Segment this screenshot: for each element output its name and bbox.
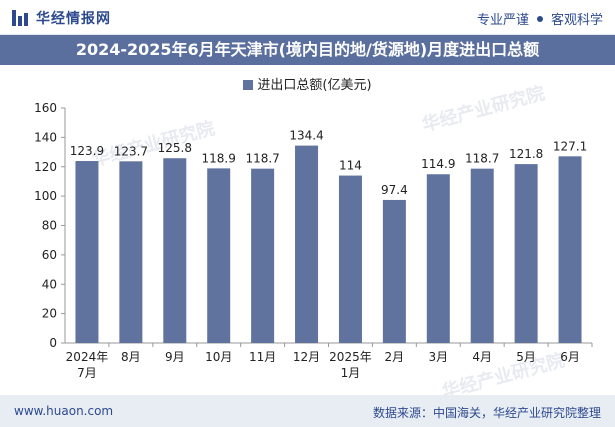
top-bar: 华经情报网 专业严谨 客观科学 <box>0 0 615 35</box>
data-label: 114.9 <box>421 157 455 171</box>
data-label: 118.7 <box>245 152 279 166</box>
x-tick-label: 2月 <box>385 350 405 364</box>
bar <box>426 174 450 343</box>
data-label: 121.8 <box>509 147 543 161</box>
data-label: 134.4 <box>289 129 323 143</box>
x-tick-label: 2024年 7月 <box>66 350 109 380</box>
x-tick-label: 6月 <box>560 350 580 364</box>
x-tick-label: 3月 <box>428 350 448 364</box>
logo-icon <box>12 10 28 26</box>
x-tick-label: 8月 <box>121 350 141 364</box>
bar <box>382 199 406 343</box>
bar <box>295 145 319 343</box>
data-label: 97.4 <box>381 183 408 197</box>
legend: 进出口总额(亿美元) <box>0 74 615 93</box>
footer: www.huaon.com 数据来源：中国海关，华经产业研究院整理 <box>0 395 615 427</box>
x-tick-label: 11月 <box>249 350 276 364</box>
x-tick-label: 4月 <box>472 350 492 364</box>
legend-label: 进出口总额(亿美元) <box>257 78 372 93</box>
x-tick-label: 10月 <box>205 350 232 364</box>
footer-source: 数据来源：中国海关，华经产业研究院整理 <box>372 406 601 420</box>
data-label: 118.7 <box>465 152 499 166</box>
bar <box>251 168 275 343</box>
bar <box>163 158 187 343</box>
data-label: 123.9 <box>70 144 104 158</box>
legend-swatch <box>243 80 254 90</box>
data-label: 114 <box>339 159 362 173</box>
y-tick-label: 0 <box>49 336 57 350</box>
header-tags: 专业严谨 客观科学 <box>477 9 603 28</box>
x-tick-label: 9月 <box>165 350 185 364</box>
y-tick-label: 100 <box>34 189 57 203</box>
y-tick-label: 80 <box>42 219 57 233</box>
y-tick-label: 20 <box>42 307 57 321</box>
y-tick-label: 60 <box>42 248 57 262</box>
tag-professional: 专业严谨 <box>476 13 529 28</box>
data-label: 127.1 <box>553 139 587 153</box>
y-tick-label: 120 <box>34 160 57 174</box>
dot-icon <box>536 15 543 22</box>
tag-objective: 客观科学 <box>550 13 603 28</box>
bar <box>558 156 582 343</box>
y-tick-label: 160 <box>34 101 57 115</box>
data-label: 125.8 <box>158 141 192 155</box>
bar <box>75 161 99 343</box>
y-tick-label: 140 <box>34 130 57 144</box>
x-tick-label: 5月 <box>516 350 536 364</box>
bar <box>470 168 494 343</box>
brand: 华经情报网 <box>12 8 111 28</box>
data-label: 118.9 <box>202 151 236 165</box>
bar <box>514 164 538 343</box>
bar <box>338 175 362 343</box>
brand-name: 华经情报网 <box>36 11 111 27</box>
y-tick-label: 40 <box>42 277 57 291</box>
footer-website[interactable]: www.huaon.com <box>14 404 114 418</box>
x-tick-label: 12月 <box>293 350 320 364</box>
bar <box>207 168 231 343</box>
chart-title: 2024-2025年6月年天津市(境内目的地/货源地)月度进出口总额 <box>0 35 615 65</box>
bar <box>119 161 143 343</box>
data-label: 123.7 <box>114 144 148 158</box>
x-tick-label: 2025年 1月 <box>329 350 372 380</box>
